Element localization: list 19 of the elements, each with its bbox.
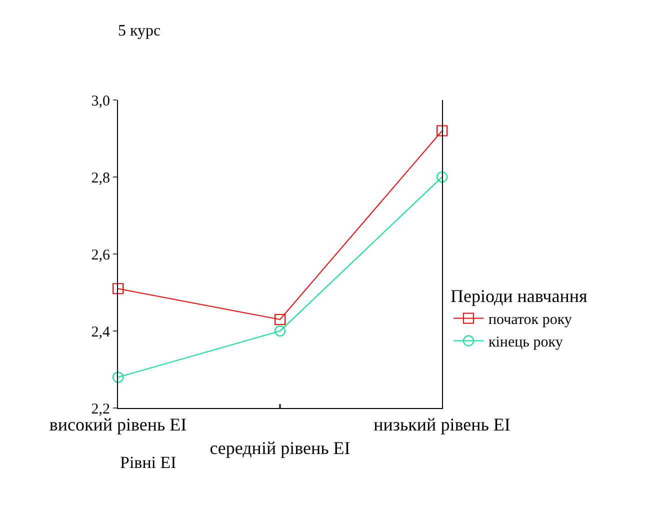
y-tick-label: 3,0	[91, 93, 110, 110]
point	[274, 314, 286, 325]
point	[436, 125, 448, 136]
point	[112, 372, 124, 383]
legend-title: Періоди навчання	[450, 286, 588, 306]
chart-title: 5 курс	[118, 22, 161, 40]
x-tick-label: низький рівень EI	[374, 414, 510, 435]
point	[112, 283, 124, 294]
y-tick-label: 2,6	[91, 247, 110, 264]
y-tick-label: 2,2	[91, 401, 110, 418]
y-tick-label: 2,4	[91, 324, 110, 340]
x-tick-label: високий рівень EI	[49, 414, 187, 435]
y-tick-label: 2,8	[91, 170, 110, 186]
legend-label: кінець року	[488, 334, 564, 351]
x-axis-title: Рівні EI	[120, 453, 177, 472]
legend-label: початок року	[488, 312, 572, 328]
point	[274, 326, 286, 336]
point	[436, 172, 448, 182]
x-tick-label: середній рівень EI	[210, 438, 350, 458]
